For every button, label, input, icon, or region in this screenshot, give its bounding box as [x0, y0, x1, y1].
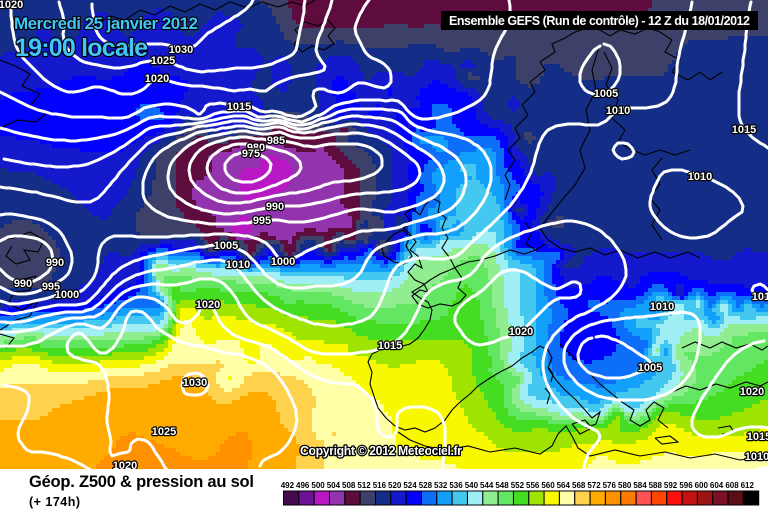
svg-text:516: 516 — [373, 481, 387, 490]
svg-text:524: 524 — [403, 481, 417, 490]
svg-text:1030: 1030 — [183, 377, 207, 389]
svg-text:1020: 1020 — [0, 0, 23, 11]
svg-text:588: 588 — [649, 481, 663, 490]
svg-text:528: 528 — [419, 481, 433, 490]
svg-text:532: 532 — [434, 481, 448, 490]
svg-text:592: 592 — [664, 481, 678, 490]
svg-text:580: 580 — [618, 481, 632, 490]
svg-text:1020: 1020 — [509, 326, 533, 338]
svg-text:1010: 1010 — [688, 171, 712, 183]
svg-text:560: 560 — [541, 481, 555, 490]
svg-text:504: 504 — [327, 481, 341, 490]
svg-text:492: 492 — [281, 481, 295, 490]
svg-text:995: 995 — [253, 215, 271, 227]
svg-text:1000: 1000 — [271, 256, 295, 268]
svg-text:Copyright © 2012 Meteociel.fr: Copyright © 2012 Meteociel.fr — [300, 444, 462, 458]
svg-text:520: 520 — [388, 481, 402, 490]
svg-text:1015: 1015 — [227, 101, 251, 113]
svg-text:540: 540 — [465, 481, 479, 490]
svg-text:544: 544 — [480, 481, 494, 490]
svg-text:990: 990 — [266, 201, 284, 213]
svg-text:1000: 1000 — [55, 289, 79, 301]
svg-text:572: 572 — [587, 481, 601, 490]
svg-text:548: 548 — [495, 481, 509, 490]
svg-text:1030: 1030 — [169, 44, 193, 56]
svg-text:612: 612 — [741, 481, 755, 490]
svg-text:1005: 1005 — [638, 362, 662, 374]
svg-text:508: 508 — [342, 481, 356, 490]
svg-text:Géop. Z500 & pression au sol: Géop. Z500 & pression au sol — [29, 473, 254, 491]
svg-text:1020: 1020 — [740, 386, 764, 398]
svg-text:1010: 1010 — [745, 451, 768, 463]
svg-text:1005: 1005 — [214, 240, 238, 252]
svg-text:512: 512 — [357, 481, 371, 490]
svg-text:576: 576 — [603, 481, 617, 490]
svg-text:496: 496 — [296, 481, 310, 490]
svg-text:596: 596 — [679, 481, 693, 490]
svg-text:604: 604 — [710, 481, 724, 490]
svg-text:1020: 1020 — [196, 299, 220, 311]
svg-text:564: 564 — [557, 481, 571, 490]
svg-text:975: 975 — [242, 148, 260, 160]
svg-text:1005: 1005 — [594, 88, 618, 100]
svg-text:990: 990 — [46, 257, 64, 269]
svg-text:608: 608 — [725, 481, 739, 490]
svg-text:Mercredi 25 janvier 2012: Mercredi 25 janvier 2012 — [14, 14, 198, 33]
svg-text:990: 990 — [14, 278, 32, 290]
svg-text:568: 568 — [572, 481, 586, 490]
svg-text:1010: 1010 — [752, 291, 768, 303]
svg-text:995: 995 — [42, 281, 60, 293]
svg-text:Ensemble GEFS (Run de contrôle: Ensemble GEFS (Run de contrôle) - 12 Z d… — [449, 14, 750, 28]
svg-text:1010: 1010 — [226, 259, 250, 271]
svg-text:552: 552 — [511, 481, 525, 490]
svg-text:500: 500 — [311, 481, 325, 490]
svg-text:556: 556 — [526, 481, 540, 490]
svg-text:1010: 1010 — [606, 105, 630, 117]
svg-text:1015: 1015 — [747, 431, 768, 443]
svg-text:1020: 1020 — [145, 73, 169, 85]
svg-text:985: 985 — [267, 135, 285, 147]
svg-text:1015: 1015 — [378, 340, 402, 352]
svg-text:1025: 1025 — [151, 55, 175, 67]
svg-text:1025: 1025 — [152, 426, 176, 438]
svg-text:600: 600 — [695, 481, 709, 490]
svg-text:(+ 174h): (+ 174h) — [29, 495, 80, 509]
svg-text:1010: 1010 — [650, 301, 674, 313]
svg-text:19:00 locale: 19:00 locale — [15, 34, 148, 62]
svg-text:536: 536 — [449, 481, 463, 490]
svg-text:980: 980 — [247, 142, 265, 154]
svg-text:584: 584 — [633, 481, 647, 490]
svg-text:1015: 1015 — [732, 124, 756, 136]
